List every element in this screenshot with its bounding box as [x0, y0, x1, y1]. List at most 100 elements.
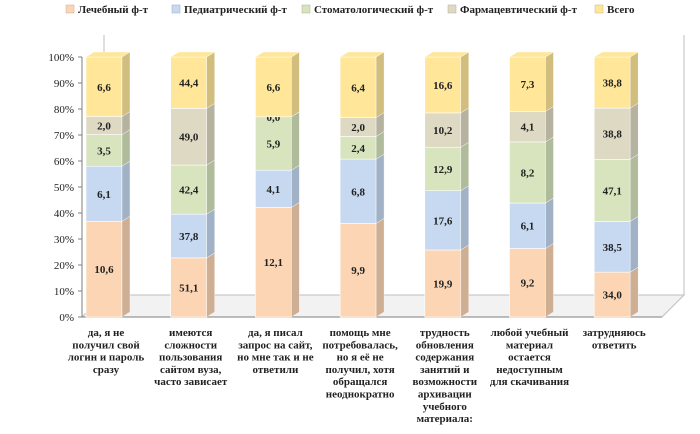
category-label-line: архивации	[418, 389, 473, 401]
bar-stack: 9,2 6,1 8,2 4,1 7,3	[508, 51, 555, 318]
data-label: 10,6	[94, 264, 114, 276]
category-label: да, я не получил свой логин и пароль сразу	[68, 327, 145, 376]
legend-swatch	[171, 4, 181, 14]
category-label-line: сложности	[164, 339, 217, 351]
bar-segment	[85, 134, 123, 167]
category-label-line: имеются	[169, 327, 212, 339]
y-tick-label: 40%	[54, 208, 74, 220]
y-tick-label: 30%	[54, 234, 74, 246]
bar-segment-side	[121, 129, 131, 167]
bar-top	[593, 51, 639, 58]
category-label-line: сайтом вуза,	[160, 364, 222, 376]
bar-segment	[339, 223, 377, 318]
bar-segment	[424, 56, 462, 114]
bar-segment	[85, 221, 123, 318]
category-label-line: материал	[506, 339, 553, 351]
category-label-line: но я её не	[337, 352, 384, 364]
y-tick-label: 100%	[48, 52, 74, 64]
bar-segment-side	[206, 252, 215, 318]
data-label: 34,0	[603, 290, 623, 302]
data-label: 4,1	[521, 122, 535, 134]
bar-segment	[509, 202, 546, 249]
legend: Лечебный ф-т Педиатрический ф-т Стоматолог…	[65, 4, 635, 16]
category-label-line: пользования	[159, 352, 222, 364]
data-label: 5,9	[267, 139, 281, 151]
bar-stack: 10,6 6,1 3,5 2,0 6,6	[85, 51, 131, 318]
category-label-line: любой учебный	[491, 327, 570, 339]
bar-segment	[509, 248, 546, 318]
bar-segment-side	[121, 215, 131, 318]
bar-top	[508, 51, 555, 58]
data-label: 38,8	[603, 78, 623, 90]
legend-entry: Педиатрический ф-т	[184, 4, 288, 16]
data-label: 37,8	[179, 231, 199, 243]
bar-segment-side	[630, 266, 639, 318]
data-label: 49,0	[179, 132, 199, 144]
data-label: 6,4	[351, 82, 365, 94]
bar-segment	[85, 56, 123, 117]
category-label-line: материала:	[417, 413, 473, 425]
category-label-line: логин и пароль	[68, 352, 145, 364]
bar-stack: 34,0 38,5 47,1 38,8 38,8	[593, 51, 639, 318]
category-label-line: потребовалась,	[322, 339, 398, 351]
category-label-line: получил, хотя	[325, 364, 394, 376]
bar-stack: 12,14,15,90,06,6	[254, 51, 301, 318]
bar-segment-side	[291, 202, 300, 318]
bar-segment-side	[545, 197, 554, 249]
data-label: 4,1	[267, 184, 281, 196]
category-label: да, я писал запрос на сайт, но мне так и н…	[237, 327, 314, 376]
category-label-line: получил свой	[72, 339, 140, 351]
data-label: 6,6	[267, 82, 281, 94]
x-axis: да, я не получил свой логин и пароль сразу и…	[68, 327, 646, 425]
category-label-line: помощь мне	[330, 327, 391, 339]
legend-entry: Фармацевтический ф-т	[460, 4, 578, 16]
bar-segment	[85, 165, 123, 222]
bar-segment	[170, 56, 207, 109]
bar-segment-side	[291, 51, 300, 118]
bar-segment-side	[206, 159, 215, 215]
bar-segment-side	[545, 243, 554, 318]
bar-stack: 51,1 37,8 42,4 49,0 44,4	[170, 51, 216, 318]
bar-segment	[255, 56, 292, 118]
data-label: 3,5	[97, 145, 111, 157]
data-label: 10,2	[433, 125, 453, 137]
bar-segment	[170, 108, 207, 166]
bar-segment-side	[545, 51, 554, 112]
bar-top	[170, 51, 216, 58]
category-label-line: остается	[508, 352, 551, 364]
y-tick-label: 80%	[54, 104, 74, 116]
bar-segment	[170, 257, 207, 318]
bar-segment	[593, 159, 631, 222]
y-axis: 0% 10% 20% 30% 40% 50% 60% 70% 80% 90% 100%	[48, 52, 82, 324]
bar-segment-side	[545, 106, 554, 143]
data-label: 44,4	[179, 78, 199, 90]
bar-segment-side	[460, 107, 469, 148]
y-tick-label: 60%	[54, 156, 74, 168]
data-label: 12,9	[433, 164, 453, 176]
bar-segment-side	[121, 51, 131, 117]
bar-segment	[593, 221, 631, 273]
data-label: 38,8	[603, 129, 623, 141]
bar-segment-side	[460, 185, 469, 251]
bar-segment	[424, 249, 462, 318]
y-tick-label: 0%	[59, 312, 74, 324]
category-label-line: часто зависает	[154, 376, 228, 388]
bar-segment	[255, 207, 292, 318]
category-label-line: ответить	[592, 339, 637, 351]
bar-segment	[424, 190, 462, 251]
bar-segment-side	[630, 216, 639, 273]
y-tick-label: 20%	[54, 260, 74, 272]
category-label: любой учебный материал остается недоступным…	[490, 327, 569, 388]
bar-top	[85, 51, 131, 58]
bar-segment-side	[121, 160, 131, 222]
category-label: затрудняюсь ответить	[583, 327, 646, 351]
data-label: 2,0	[351, 122, 365, 134]
y-tick-label: 70%	[54, 130, 74, 142]
bar-segment	[170, 164, 207, 215]
category-label-line: сразу	[93, 364, 120, 376]
bar-segment-side	[460, 244, 469, 318]
bar-segment-side	[291, 164, 300, 208]
category-label-line: возможности	[412, 376, 477, 388]
bar-segment-side	[375, 51, 385, 118]
